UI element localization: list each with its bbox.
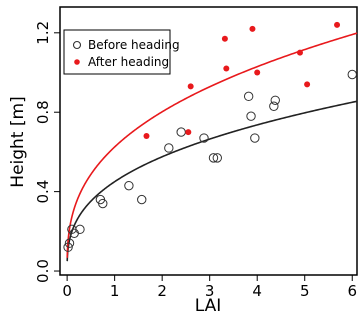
point-before-heading [199, 133, 209, 143]
point-before-heading [98, 198, 108, 209]
y-tick-label: 0.0 [34, 259, 52, 283]
point-before-heading [164, 143, 174, 153]
legend-marker-after-heading [74, 59, 80, 65]
data-points [63, 21, 357, 252]
x-tick-label: 1 [110, 282, 120, 300]
point-before-heading [124, 180, 134, 191]
point-before-heading [246, 111, 256, 121]
x-tick-label: 3 [205, 282, 215, 300]
point-before-heading [64, 238, 75, 248]
fit-curve-before-heading [66, 100, 358, 262]
x-tick-label: 6 [347, 282, 357, 300]
x-tick-label: 5 [300, 282, 310, 300]
y-tick-label: 0.8 [34, 100, 52, 124]
plot-frame [59, 6, 358, 276]
legend-marker-before-heading [72, 40, 82, 50]
point-after-heading [254, 69, 261, 76]
point-before-heading [176, 127, 186, 137]
point-after-heading [143, 133, 150, 140]
legend-label-after-heading: After heading [88, 55, 169, 69]
point-after-heading [187, 83, 194, 90]
point-before-heading [212, 153, 222, 163]
point-before-heading [243, 91, 254, 102]
point-before-heading [270, 95, 280, 106]
y-axis-title: Height [m] [8, 96, 28, 187]
point-after-heading [296, 49, 303, 56]
legend: Before heading After heading [63, 29, 180, 75]
point-after-heading [334, 21, 341, 28]
x-tick-label: 0 [62, 282, 72, 300]
x-axis-ticks: 0 1 2 3 4 5 6 [62, 275, 357, 300]
legend-box [63, 29, 171, 75]
y-tick-label: 0.4 [34, 180, 52, 204]
y-axis-ticks: 0.0 0.4 0.8 1.2 [34, 21, 60, 283]
fit-curve-after-heading [66, 32, 358, 258]
point-before-heading [63, 242, 73, 252]
point-before-heading [208, 153, 219, 163]
point-before-heading [137, 194, 147, 205]
x-axis-title: LAI [195, 296, 222, 316]
point-before-heading [75, 224, 85, 235]
point-after-heading [304, 81, 311, 88]
point-after-heading [221, 35, 228, 42]
point-before-heading [347, 69, 357, 80]
point-after-heading [223, 65, 230, 72]
point-after-heading [249, 25, 256, 32]
x-tick-label: 2 [157, 282, 167, 300]
legend-label-before-heading: Before heading [88, 38, 180, 52]
x-tick-label: 4 [252, 282, 262, 300]
point-before-heading [269, 101, 279, 111]
point-before-heading [250, 133, 260, 143]
y-tick-label: 1.2 [34, 21, 52, 45]
point-after-heading [185, 129, 192, 136]
fit-curves [66, 32, 358, 262]
